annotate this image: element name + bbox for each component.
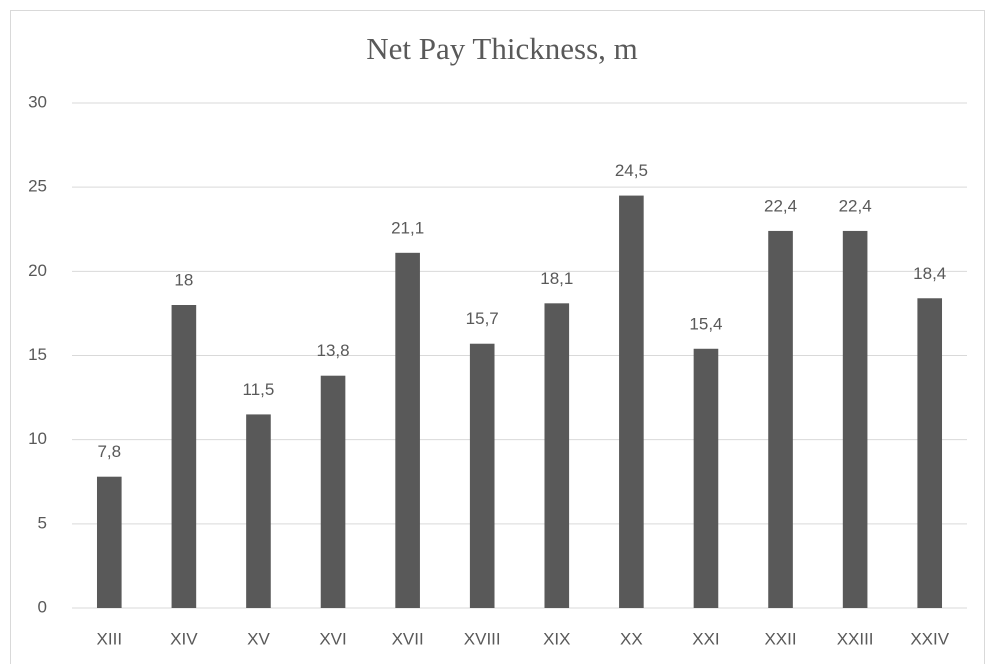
bar: [768, 230, 793, 608]
y-tick-label: 10: [28, 429, 47, 448]
y-tick-label: 15: [28, 345, 47, 364]
bar: [246, 414, 271, 608]
y-tick-label: 5: [38, 513, 47, 532]
data-label: 24,5: [615, 161, 648, 180]
bar: [171, 305, 197, 608]
x-tick-label: XX: [620, 629, 643, 648]
x-tick-label: XVII: [392, 629, 424, 648]
bar: [619, 195, 644, 609]
x-tick-label: XXIV: [910, 629, 949, 648]
bar: [544, 303, 570, 608]
data-label: 18,1: [540, 269, 573, 288]
bar: [395, 252, 420, 609]
data-label: 15,7: [466, 309, 499, 328]
x-tick-label: XV: [247, 629, 270, 648]
x-tick-label: XVIII: [464, 629, 501, 648]
y-tick-label: 30: [28, 92, 47, 111]
bar: [917, 298, 943, 608]
y-tick-label: 20: [28, 261, 47, 280]
x-tick-label: XXII: [764, 629, 796, 648]
bar: [842, 230, 868, 608]
data-label: 18: [174, 270, 193, 289]
chart-title: Net Pay Thickness, m: [366, 31, 638, 66]
x-tick-label: XIV: [170, 629, 198, 648]
y-tick-label: 25: [28, 177, 47, 196]
bar: [96, 476, 122, 608]
chart-frame: [10, 10, 985, 664]
data-label: 22,4: [764, 196, 797, 215]
x-tick-label: XXI: [692, 629, 719, 648]
x-tick-label: XVI: [319, 629, 346, 648]
x-tick-label: XXIII: [837, 629, 874, 648]
data-label: 13,8: [316, 341, 349, 360]
data-label: 18,4: [913, 264, 946, 283]
bar: [693, 348, 719, 608]
data-label: 7,8: [97, 442, 121, 461]
x-tick-label: XIII: [97, 629, 123, 648]
y-tick-label: 0: [38, 597, 47, 616]
data-label: 22,4: [839, 196, 872, 215]
data-label: 11,5: [243, 380, 275, 399]
bar: [469, 343, 495, 608]
data-label: 21,1: [391, 218, 424, 237]
data-label: 15,4: [689, 314, 722, 333]
bar: [320, 375, 346, 608]
x-tick-label: XIX: [543, 629, 570, 648]
